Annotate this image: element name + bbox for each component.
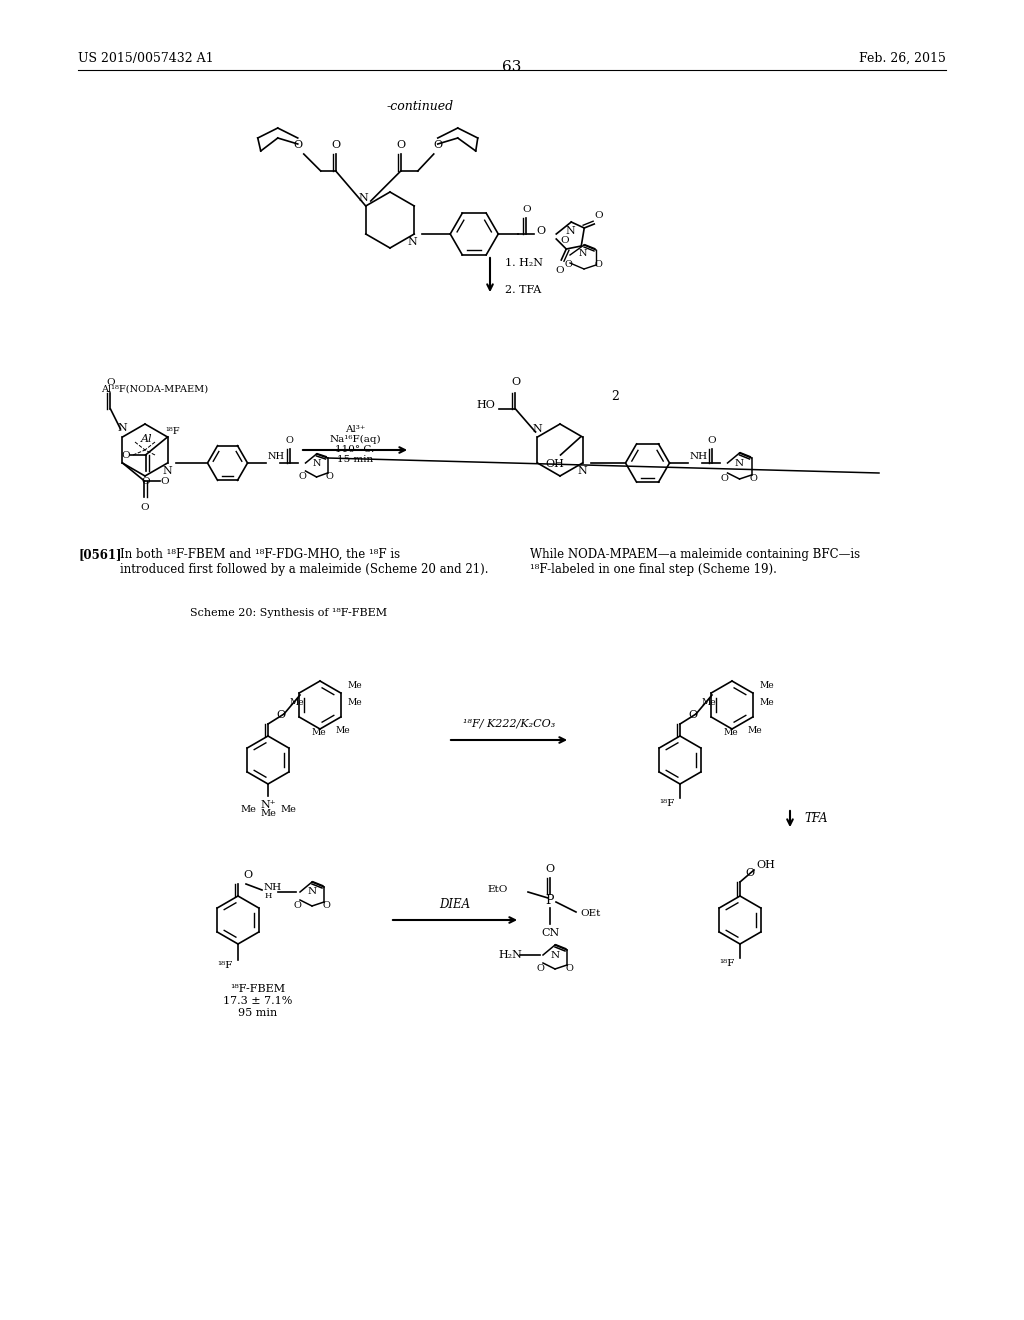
Text: -continued: -continued xyxy=(386,100,454,114)
Text: EtO: EtO xyxy=(487,886,508,895)
Text: N: N xyxy=(408,238,417,247)
Text: N: N xyxy=(358,193,369,203)
Text: O: O xyxy=(537,226,546,236)
Text: Me: Me xyxy=(702,698,717,708)
Text: ¹⁸F: ¹⁸F xyxy=(659,799,675,808)
Text: O: O xyxy=(721,474,728,483)
Text: O: O xyxy=(396,140,406,150)
Text: O: O xyxy=(331,140,340,150)
Text: Al¹⁸F(NODA-MPAEM): Al¹⁸F(NODA-MPAEM) xyxy=(101,385,209,393)
Text: O: O xyxy=(594,260,602,269)
Text: US 2015/0057432 A1: US 2015/0057432 A1 xyxy=(78,51,214,65)
Text: [0561]: [0561] xyxy=(78,548,122,561)
Text: N: N xyxy=(532,424,543,434)
Text: Feb. 26, 2015: Feb. 26, 2015 xyxy=(859,51,946,65)
Text: O: O xyxy=(433,140,442,150)
Text: N: N xyxy=(551,950,559,960)
Text: N: N xyxy=(735,458,744,467)
Text: HO: HO xyxy=(476,400,496,411)
Text: O: O xyxy=(293,140,302,150)
Text: Al: Al xyxy=(141,434,153,444)
Text: DIEA: DIEA xyxy=(439,898,471,911)
Text: Me: Me xyxy=(290,698,304,708)
Text: O: O xyxy=(141,477,150,486)
Text: O: O xyxy=(326,473,334,480)
Text: 15 min: 15 min xyxy=(337,455,373,465)
Text: O: O xyxy=(276,710,285,719)
Text: H₂N: H₂N xyxy=(498,950,522,960)
Text: 1. H₂N: 1. H₂N xyxy=(505,257,543,268)
Text: O: O xyxy=(536,964,544,973)
Text: Me: Me xyxy=(348,681,362,690)
Text: O: O xyxy=(522,205,530,214)
Text: Me: Me xyxy=(260,809,275,818)
Text: TFA: TFA xyxy=(804,813,827,825)
Text: In both ¹⁸F-FBEM and ¹⁸F-FDG-MHO, the ¹⁸F is
introduced first followed by a male: In both ¹⁸F-FBEM and ¹⁸F-FDG-MHO, the ¹⁸… xyxy=(120,548,488,576)
Text: O: O xyxy=(323,902,330,909)
Text: N: N xyxy=(312,458,321,467)
Text: Me: Me xyxy=(748,726,763,735)
Text: O: O xyxy=(243,870,252,880)
Text: 110° C.: 110° C. xyxy=(336,445,375,454)
Text: O: O xyxy=(140,503,148,512)
Text: O: O xyxy=(555,267,563,275)
Text: O: O xyxy=(546,865,555,874)
Text: OEt: OEt xyxy=(580,909,600,919)
Text: Na¹⁶F(aq): Na¹⁶F(aq) xyxy=(329,434,381,444)
Text: Me: Me xyxy=(312,729,327,737)
Text: O: O xyxy=(511,378,520,387)
Text: ¹⁸F: ¹⁸F xyxy=(720,960,735,968)
Text: O: O xyxy=(286,436,294,445)
Text: P: P xyxy=(546,894,554,907)
Text: ¹⁸F-FBEM: ¹⁸F-FBEM xyxy=(230,983,286,994)
Text: 2. TFA: 2. TFA xyxy=(505,285,542,294)
Text: O: O xyxy=(745,869,754,878)
Text: O: O xyxy=(299,473,306,480)
Text: 2: 2 xyxy=(611,389,618,403)
Text: Al³⁺: Al³⁺ xyxy=(345,425,366,434)
Text: 17.3 ± 7.1%: 17.3 ± 7.1% xyxy=(223,997,293,1006)
Text: 95 min: 95 min xyxy=(239,1008,278,1018)
Text: ¹⁸F: ¹⁸F xyxy=(218,961,233,970)
Text: Me: Me xyxy=(724,729,738,737)
Text: O: O xyxy=(106,378,115,387)
Text: O: O xyxy=(708,436,716,445)
Text: While NODA-MPAEM—a maleimide containing BFC—is
¹⁸F-labeled in one final step (Sc: While NODA-MPAEM—a maleimide containing … xyxy=(530,548,860,576)
Text: ¹⁸F: ¹⁸F xyxy=(165,426,179,436)
Text: O: O xyxy=(561,236,569,246)
Text: O: O xyxy=(688,710,697,719)
Text: O: O xyxy=(565,964,573,973)
Text: H: H xyxy=(265,892,272,900)
Text: N⁺: N⁺ xyxy=(260,800,275,810)
Text: O: O xyxy=(564,260,572,269)
Text: N: N xyxy=(163,466,172,477)
Text: O: O xyxy=(160,477,169,486)
Text: NH: NH xyxy=(264,883,283,892)
Text: N: N xyxy=(578,466,588,477)
Text: NH: NH xyxy=(689,451,708,461)
Text: N: N xyxy=(565,226,575,236)
Text: N: N xyxy=(579,248,587,257)
Text: ¹⁸F/ K222/K₂CO₃: ¹⁸F/ K222/K₂CO₃ xyxy=(463,718,555,729)
Text: O: O xyxy=(750,474,758,483)
Text: Me: Me xyxy=(240,805,256,814)
Text: Me: Me xyxy=(760,698,774,708)
Text: N: N xyxy=(118,422,127,433)
Text: O: O xyxy=(594,211,602,220)
Text: OH: OH xyxy=(756,861,775,870)
Text: NH: NH xyxy=(267,451,285,461)
Text: OH: OH xyxy=(545,459,564,469)
Text: Me: Me xyxy=(760,681,774,690)
Text: Scheme 20: Synthesis of ¹⁸F-FBEM: Scheme 20: Synthesis of ¹⁸F-FBEM xyxy=(190,609,387,618)
Text: N: N xyxy=(307,887,316,896)
Text: O: O xyxy=(293,902,301,909)
Text: CN: CN xyxy=(541,928,559,939)
Text: Me: Me xyxy=(280,805,296,814)
Text: 63: 63 xyxy=(503,59,521,74)
Text: Me: Me xyxy=(336,726,350,735)
Text: O: O xyxy=(121,450,130,459)
Text: Me: Me xyxy=(348,698,362,708)
